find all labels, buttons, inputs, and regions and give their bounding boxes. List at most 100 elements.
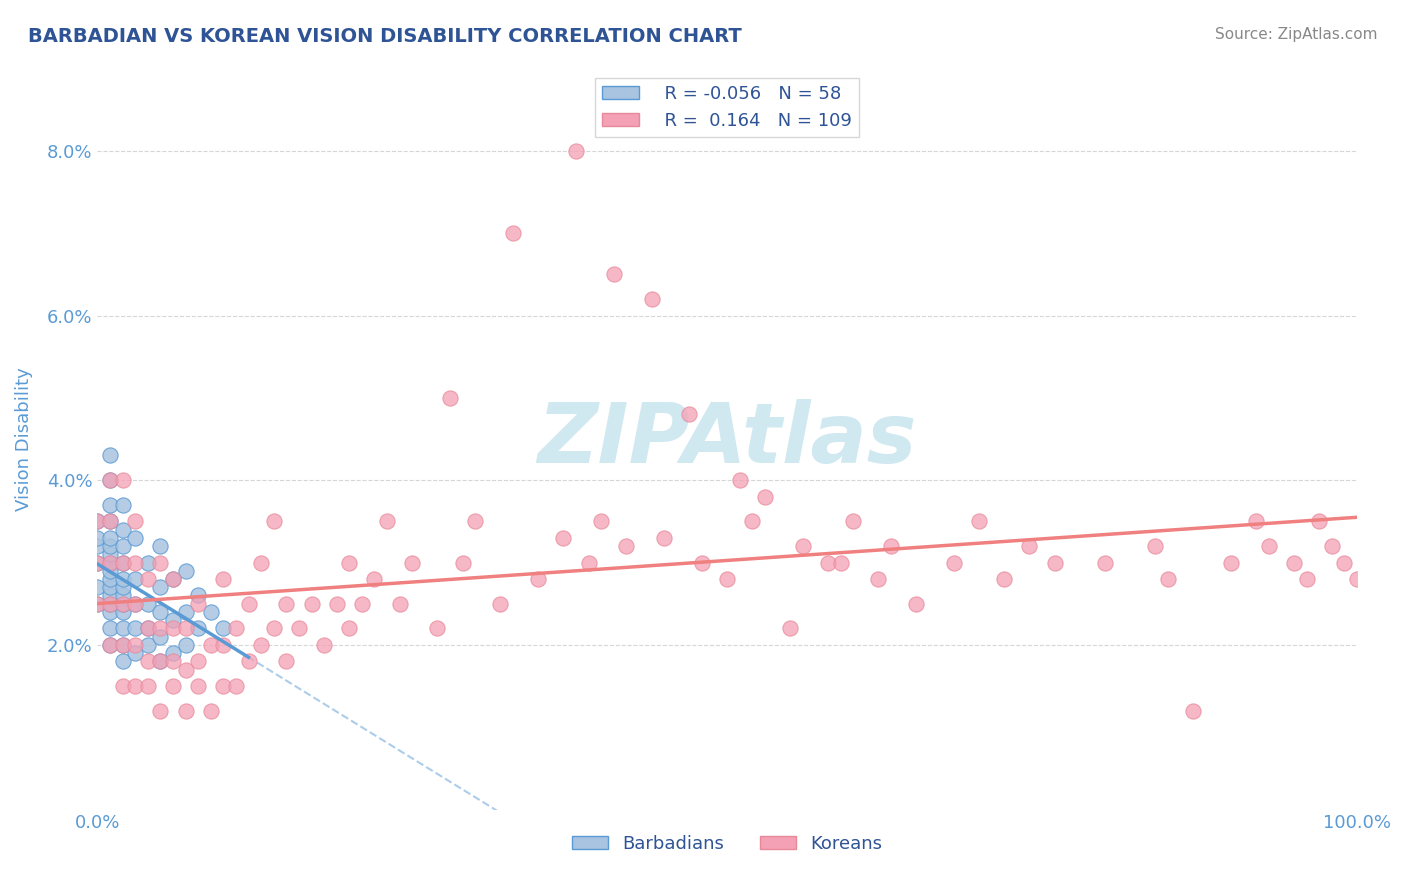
Point <box>162 572 184 586</box>
Point <box>111 605 134 619</box>
Point <box>187 589 209 603</box>
Point <box>149 556 172 570</box>
Point <box>1320 539 1343 553</box>
Point <box>451 556 474 570</box>
Point <box>212 638 235 652</box>
Point <box>363 572 385 586</box>
Point <box>830 556 852 570</box>
Point <box>616 539 638 553</box>
Point <box>337 621 360 635</box>
Point <box>288 621 311 635</box>
Point <box>98 572 121 586</box>
Point <box>98 638 121 652</box>
Point <box>111 654 134 668</box>
Point <box>111 621 134 635</box>
Text: Source: ZipAtlas.com: Source: ZipAtlas.com <box>1215 27 1378 42</box>
Point <box>1157 572 1180 586</box>
Point <box>98 605 121 619</box>
Point <box>149 630 172 644</box>
Point <box>111 498 134 512</box>
Point <box>136 556 159 570</box>
Point <box>779 621 801 635</box>
Point <box>98 473 121 487</box>
Point <box>136 654 159 668</box>
Point <box>1282 556 1305 570</box>
Point <box>111 539 134 553</box>
Point <box>527 572 550 586</box>
Point <box>162 572 184 586</box>
Point <box>640 292 662 306</box>
Point <box>187 621 209 635</box>
Point <box>136 638 159 652</box>
Point <box>98 547 121 561</box>
Point <box>250 638 273 652</box>
Point <box>200 605 222 619</box>
Point <box>111 556 134 570</box>
Point <box>174 621 197 635</box>
Point <box>187 679 209 693</box>
Point <box>426 621 449 635</box>
Point <box>86 597 108 611</box>
Point <box>124 597 146 611</box>
Point <box>124 679 146 693</box>
Point <box>337 556 360 570</box>
Point <box>149 621 172 635</box>
Point <box>868 572 890 586</box>
Point <box>174 605 197 619</box>
Point <box>250 556 273 570</box>
Point <box>905 597 928 611</box>
Point <box>489 597 512 611</box>
Point <box>502 226 524 240</box>
Point <box>1308 514 1330 528</box>
Point <box>652 531 675 545</box>
Point <box>967 514 990 528</box>
Point <box>238 597 260 611</box>
Point <box>174 564 197 578</box>
Point <box>263 621 285 635</box>
Point <box>98 556 121 570</box>
Point <box>136 621 159 635</box>
Point <box>174 663 197 677</box>
Point <box>174 704 197 718</box>
Point <box>86 514 108 528</box>
Point <box>1220 556 1243 570</box>
Point <box>263 514 285 528</box>
Point <box>111 638 134 652</box>
Point <box>111 597 134 611</box>
Point <box>136 572 159 586</box>
Point <box>98 498 121 512</box>
Point <box>842 514 865 528</box>
Point <box>464 514 486 528</box>
Point <box>187 654 209 668</box>
Point <box>993 572 1015 586</box>
Point <box>124 638 146 652</box>
Point <box>817 556 839 570</box>
Point <box>276 597 298 611</box>
Point <box>86 539 108 553</box>
Point <box>162 646 184 660</box>
Point <box>98 597 121 611</box>
Point <box>149 654 172 668</box>
Point <box>98 597 121 611</box>
Point <box>86 580 108 594</box>
Point <box>124 514 146 528</box>
Point <box>553 531 575 545</box>
Point <box>754 490 776 504</box>
Point <box>111 638 134 652</box>
Point <box>98 580 121 594</box>
Point <box>1244 514 1267 528</box>
Point <box>603 268 626 282</box>
Point <box>728 473 751 487</box>
Point <box>388 597 411 611</box>
Point <box>162 654 184 668</box>
Point <box>136 597 159 611</box>
Point <box>1333 556 1355 570</box>
Point <box>325 597 347 611</box>
Point <box>86 514 108 528</box>
Text: ZIPAtlas: ZIPAtlas <box>537 399 917 480</box>
Point <box>880 539 903 553</box>
Point <box>98 564 121 578</box>
Point <box>350 597 373 611</box>
Point <box>98 638 121 652</box>
Point <box>111 556 134 570</box>
